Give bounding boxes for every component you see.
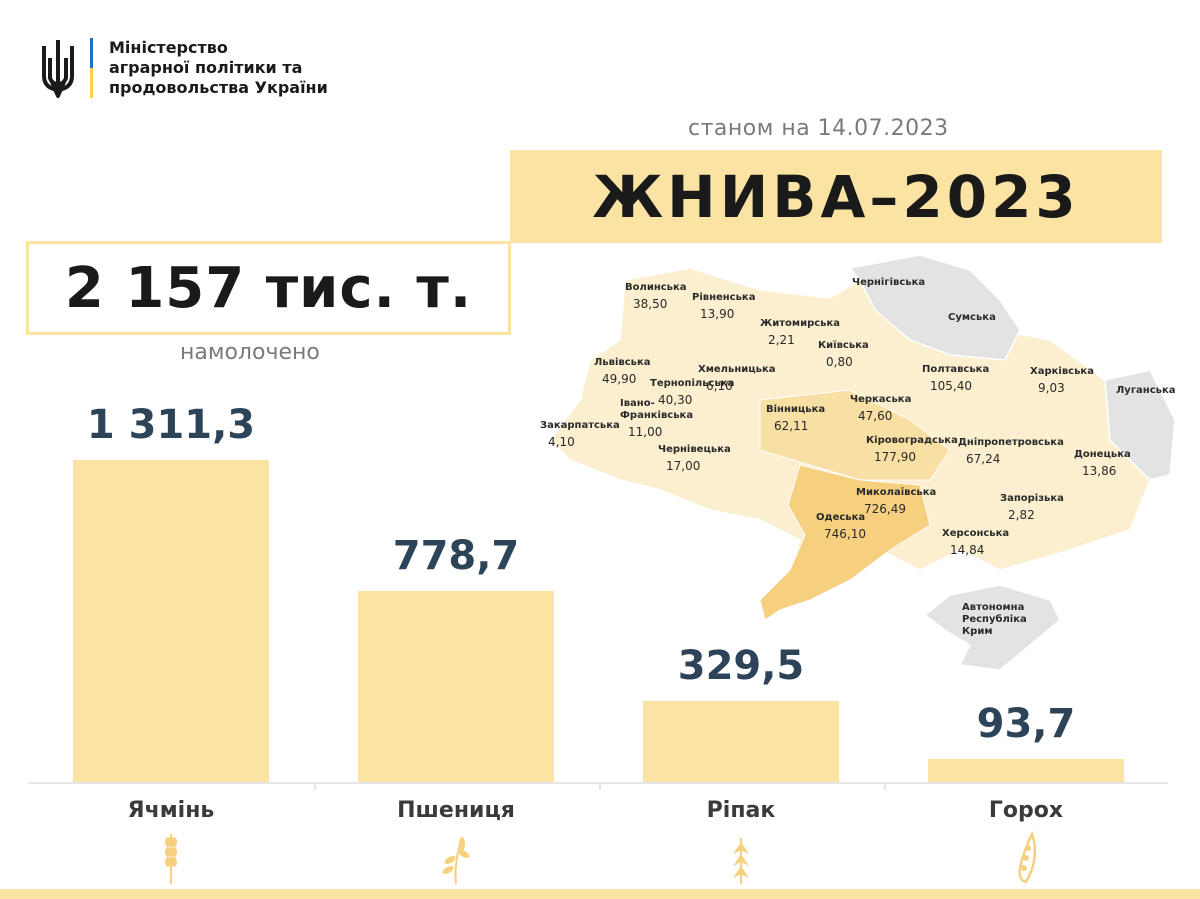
page-title: ЖНИВА–2023 <box>592 162 1080 231</box>
region-name: Львівська <box>594 357 651 368</box>
map-south-high <box>759 464 931 621</box>
logo-divider <box>90 38 93 98</box>
region-name: Вінницька <box>766 404 825 415</box>
bar-2 <box>643 701 839 782</box>
map-north-east <box>848 254 1021 361</box>
region-name: Автономна Республіка Крим <box>962 602 1027 637</box>
bar-3 <box>928 758 1124 782</box>
trident-icon <box>42 40 74 98</box>
ministry-name: Міністерство аграрної політики та продов… <box>109 38 328 97</box>
ukraine-map: Волинська 38,50 Рівненська 13,90 Житомирська… <box>540 254 1176 670</box>
report-date: станом на 14.07.2023 <box>688 116 949 141</box>
region-name: Луганська <box>1116 385 1176 396</box>
category-label: Горох <box>988 798 1064 823</box>
category-label: Ячмінь <box>127 798 215 823</box>
region-name: Миколаївська <box>856 486 936 498</box>
region-value: 47,60 <box>858 409 892 423</box>
region-name: Рівненська <box>692 292 755 303</box>
region-name: Полтавська <box>922 364 989 375</box>
barley-icon <box>165 834 177 884</box>
region-name: Чернігівська <box>852 277 925 288</box>
region-name: Донецька <box>1074 449 1131 460</box>
region-value: 11,00 <box>628 425 662 439</box>
region-name: Дніпропетровська <box>958 437 1064 448</box>
axis-tick <box>313 782 316 790</box>
total-box: 2 157 тис. т. <box>26 241 511 335</box>
ministry-logo: Міністерство аграрної політики та продов… <box>38 38 328 98</box>
region-name: Чернівецька <box>658 444 731 455</box>
region-name: Сумська <box>948 312 996 323</box>
title-banner: ЖНИВА–2023 <box>510 150 1162 243</box>
category-label: Пшениця <box>397 798 515 823</box>
region-value: 0,80 <box>826 355 853 369</box>
axis-tick <box>598 782 601 790</box>
region-name: Волинська <box>625 282 687 293</box>
region-value: 14,84 <box>950 543 984 557</box>
bar-0 <box>73 460 269 782</box>
chart-baseline <box>28 782 1168 784</box>
region-value: 13,90 <box>700 307 734 321</box>
region-name: Хмельницька <box>698 364 776 375</box>
region-name: Харківська <box>1030 366 1094 377</box>
map-east <box>1104 369 1176 481</box>
region-value: 40,30 <box>658 393 692 407</box>
region-name: Херсонська <box>942 528 1009 539</box>
region-value: 13,86 <box>1082 464 1116 478</box>
region-value: 67,24 <box>966 452 1000 466</box>
region-value: 4,10 <box>548 435 575 449</box>
region-name: Закарпатська <box>540 420 620 431</box>
rapeseed-icon <box>733 838 749 884</box>
wheat-icon <box>442 837 470 885</box>
map-crimea <box>923 584 1061 670</box>
region-name: Житомирська <box>760 318 840 329</box>
region-value: 38,50 <box>633 297 667 311</box>
region-value: 746,10 <box>824 527 866 541</box>
region-value: 177,90 <box>874 450 916 464</box>
region-value: 2,82 <box>1008 508 1035 522</box>
bar-1 <box>358 590 554 782</box>
region-name: Одеська <box>816 512 865 523</box>
region-name: Кіровоградська <box>866 435 958 446</box>
axis-tick <box>883 782 886 790</box>
bar-value-label: 93,7 <box>976 700 1076 747</box>
region-value: 726,49 <box>864 502 906 516</box>
region-value: 49,90 <box>602 372 636 386</box>
region-name: Черкаська <box>850 394 911 405</box>
region-value: 17,00 <box>666 459 700 473</box>
region-name: Київська <box>818 339 869 351</box>
bar-value-label: 778,7 <box>392 532 520 579</box>
region-value: 9,03 <box>1038 381 1065 395</box>
map-center <box>759 389 951 481</box>
region-value: 6,10 <box>706 379 733 393</box>
region-value: 62,11 <box>774 419 808 433</box>
bar-value-label: 329,5 <box>677 643 805 690</box>
category-label: Ріпак <box>706 798 776 823</box>
region-value: 2,21 <box>768 333 795 347</box>
pea-icon <box>1018 830 1037 884</box>
bar-value-label: 1 311,3 <box>86 402 256 448</box>
region-value: 105,40 <box>930 379 972 393</box>
bottom-band <box>0 889 1200 899</box>
region-name: Тернопільська <box>650 378 734 389</box>
region-name: Івано-Франківська <box>620 398 693 421</box>
total-value: 2 157 тис. т. <box>64 255 473 321</box>
region-name: Запорізька <box>1000 493 1064 504</box>
total-caption: намолочено <box>180 340 320 365</box>
